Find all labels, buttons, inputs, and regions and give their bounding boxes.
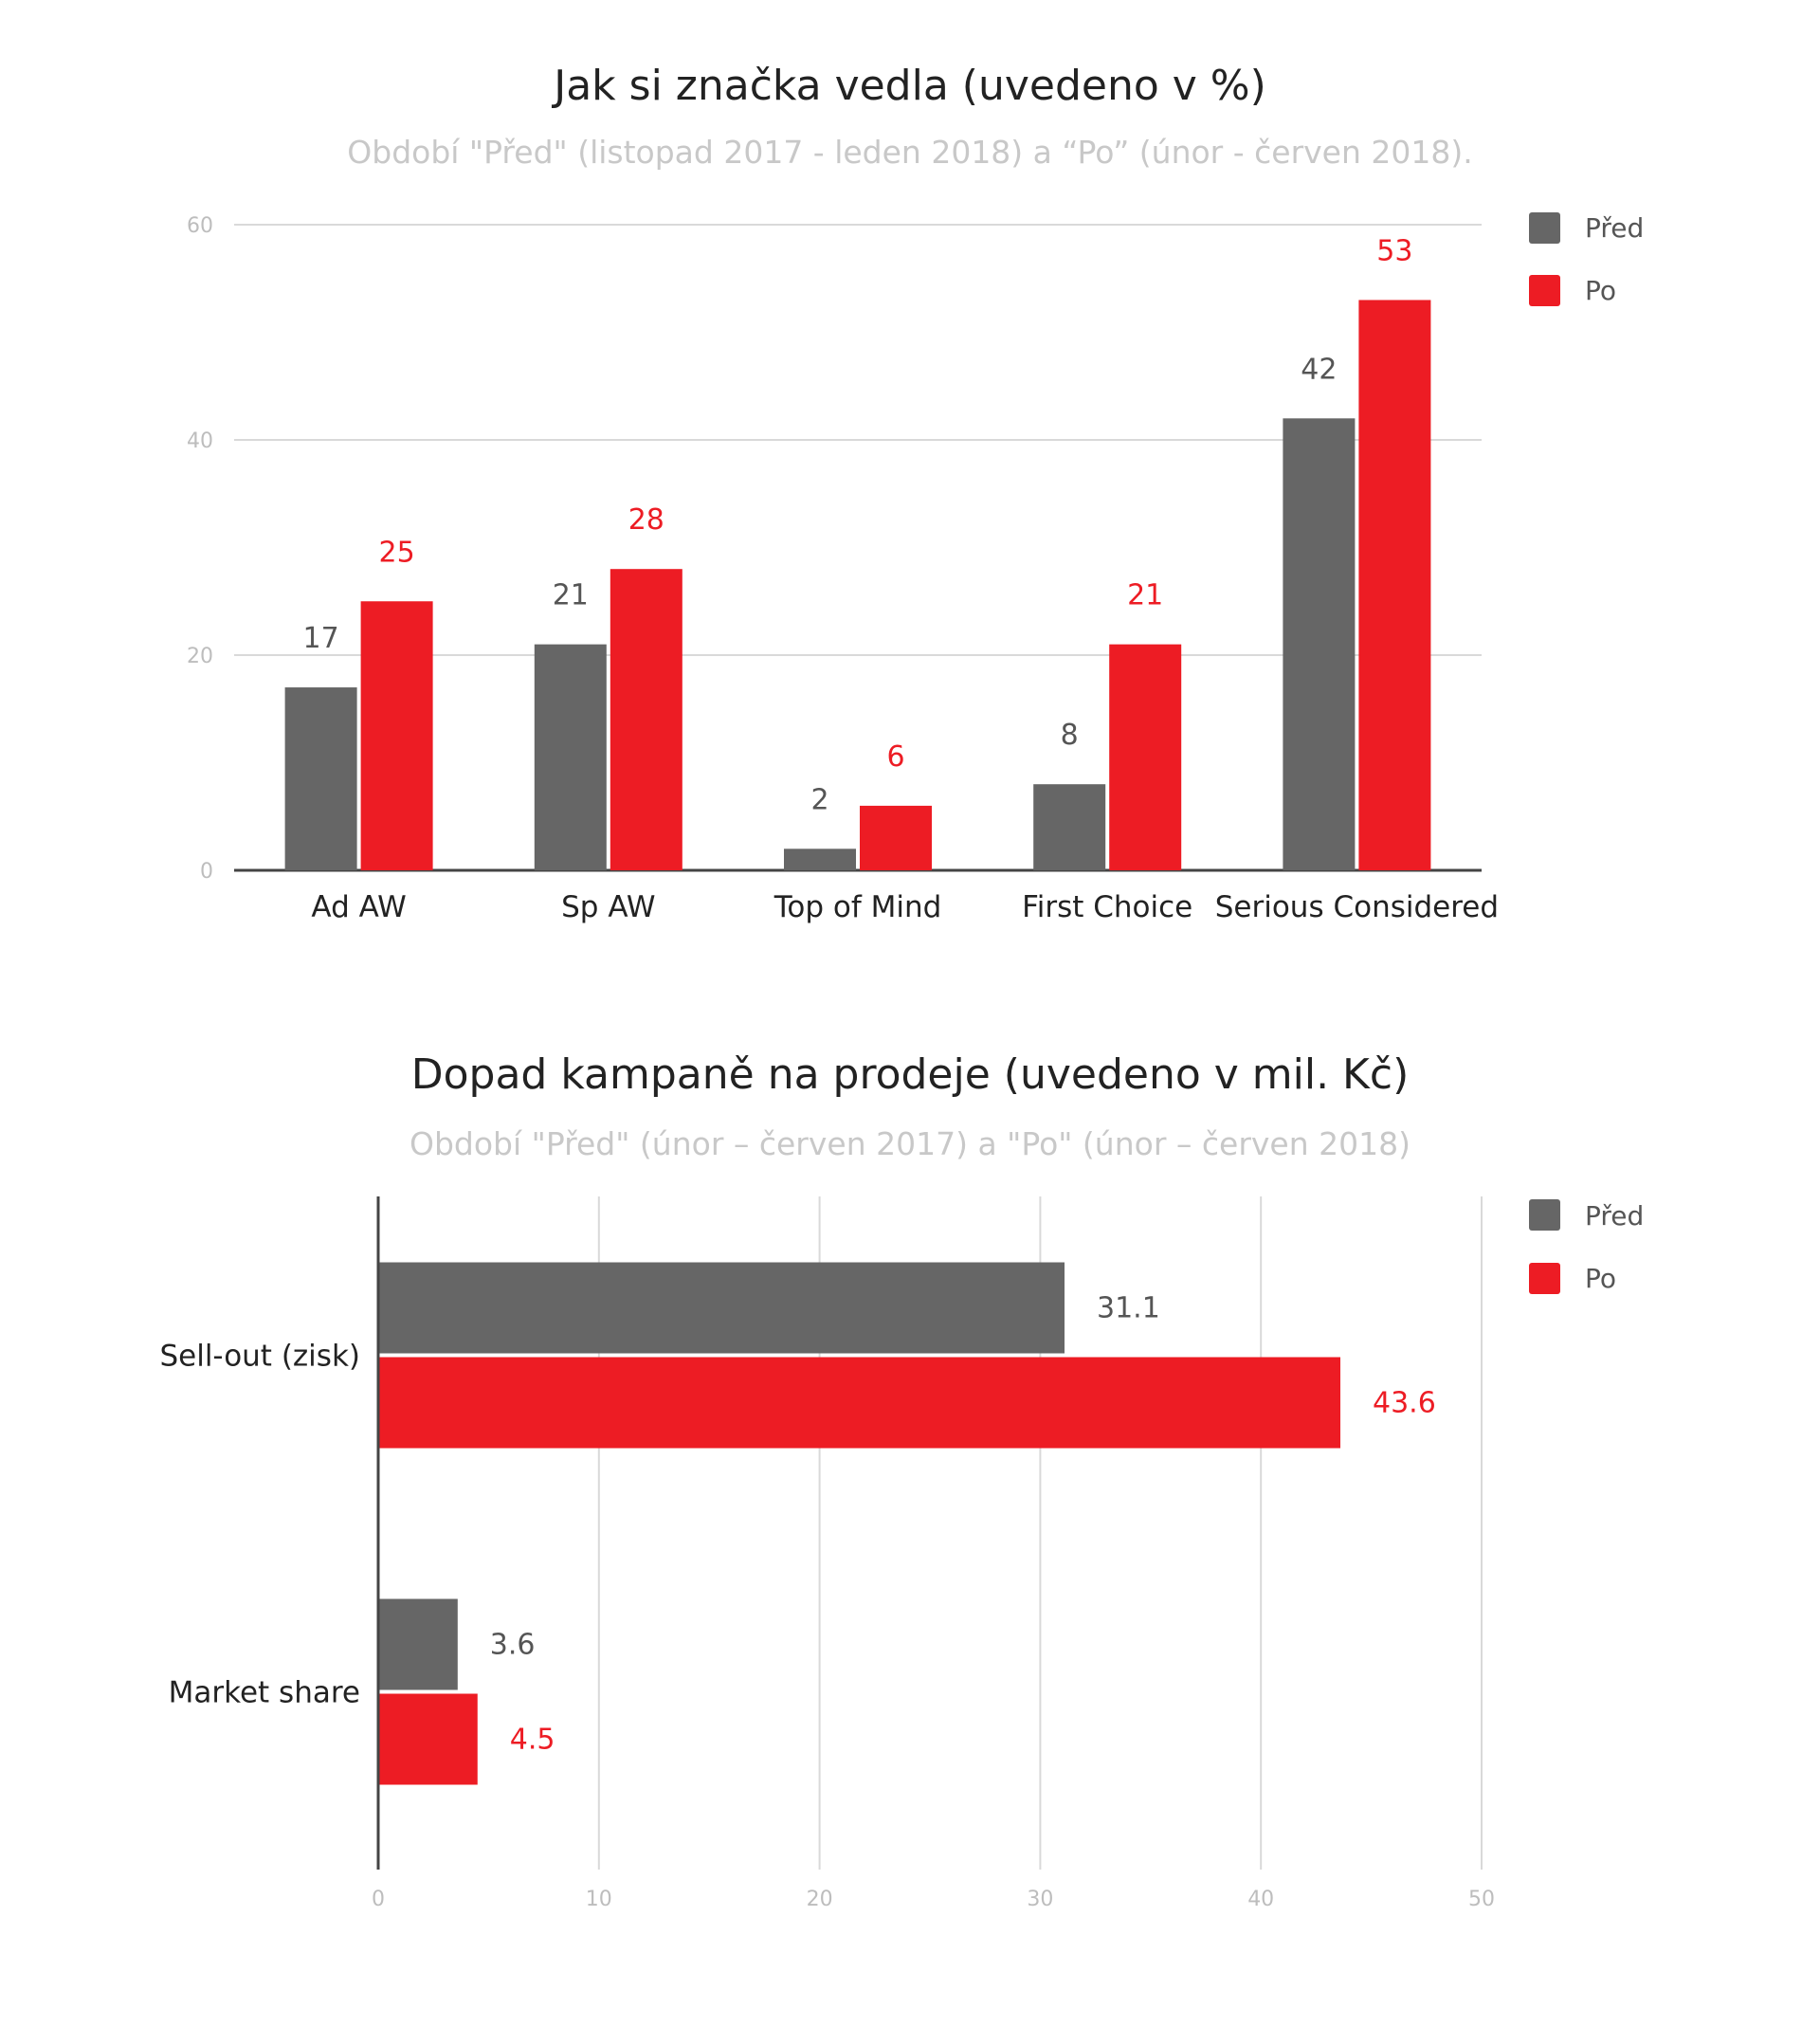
chart2-data-labels: 31.1 43.6 3.6 4.5	[490, 1292, 1436, 1757]
chart1-legend-swatch-po	[1529, 275, 1560, 306]
data-label-serious-considered-pred: 42	[1301, 353, 1337, 386]
bar-ad-aw-po	[360, 601, 433, 870]
category-label-sell-out-zisk: Sell-out (zisk)	[159, 1340, 360, 1374]
chart2-category-labels: Sell-out (zisk) Market share	[159, 1340, 360, 1710]
data-label-sell-out-zisk-po: 43.6	[1373, 1387, 1436, 1420]
chart1-legend-label-po: Po	[1585, 275, 1616, 306]
data-label-sp-aw-pred: 21	[553, 579, 589, 612]
category-label-top-of-mind: Top of Mind	[774, 890, 942, 924]
chart2-x-tick-label: 40	[1247, 1888, 1274, 1911]
data-label-market-share-pred: 3.6	[490, 1629, 536, 1662]
chart1-title: Jak si značka vedla (uvedeno v %)	[551, 62, 1266, 110]
data-label-ad-aw-po: 25	[379, 536, 415, 569]
chart2-subtitle: Období "Před" (únor – červen 2017) a "Po…	[410, 1125, 1410, 1162]
chart2-title: Dopad kampaně na prodeje (uvedeno v mil.…	[411, 1050, 1410, 1099]
chart1-legend: Před Po	[1529, 212, 1644, 306]
chart2-x-tick-label: 30	[1027, 1888, 1053, 1911]
bar-sp-aw-po	[610, 569, 682, 870]
chart2-bars	[378, 1262, 1341, 1785]
data-label-first-choice-po: 21	[1127, 579, 1163, 612]
data-label-serious-considered-po: 53	[1376, 234, 1412, 267]
chart1-y-ticks: 0 20 40 60	[187, 214, 213, 884]
data-label-sell-out-zisk-pred: 31.1	[1097, 1292, 1160, 1325]
chart2-x-tick-label: 50	[1468, 1888, 1495, 1911]
category-label-serious-considered: Serious Considered	[1215, 890, 1499, 924]
chart2-legend-swatch-po	[1529, 1263, 1560, 1294]
data-label-first-choice-pred: 8	[1061, 719, 1079, 752]
bar-sell-out-zisk-po	[378, 1357, 1341, 1449]
bar-first-choice-po	[1109, 644, 1182, 870]
data-label-top-of-mind-pred: 2	[810, 783, 828, 816]
chart1-y-tick-label: 60	[187, 214, 213, 238]
chart1-subtitle: Období "Před" (listopad 2017 - leden 201…	[347, 134, 1472, 171]
data-label-sp-aw-po: 28	[628, 503, 664, 537]
category-label-market-share: Market share	[169, 1676, 360, 1710]
chart1-y-tick-label: 0	[200, 860, 213, 884]
bar-top-of-mind-pred	[784, 849, 856, 870]
category-label-sp-aw: Sp AW	[561, 890, 655, 924]
chart2-x-tick-label: 20	[807, 1888, 833, 1911]
chart1-y-tick-label: 40	[187, 429, 213, 453]
bar-serious-considered-pred	[1283, 418, 1356, 870]
chart2-x-tick-label: 0	[372, 1888, 385, 1911]
bar-sell-out-zisk-pred	[378, 1262, 1065, 1354]
bar-market-share-pred	[378, 1598, 458, 1690]
chart1-y-tick-label: 20	[187, 645, 213, 668]
data-label-market-share-po: 4.5	[510, 1724, 555, 1757]
sales-impact-chart: Dopad kampaně na prodeje (uvedeno v mil.…	[159, 1050, 1644, 1911]
chart2-legend-label-po: Po	[1585, 1263, 1616, 1294]
chart2-legend: Před Po	[1529, 1199, 1644, 1294]
chart2-x-ticks: 0 10 20 30 40 50	[372, 1888, 1495, 1911]
category-label-ad-aw: Ad AW	[311, 890, 406, 924]
bar-sp-aw-pred	[534, 644, 607, 870]
bar-top-of-mind-po	[860, 805, 932, 870]
bar-market-share-po	[378, 1693, 478, 1785]
brand-performance-chart: Jak si značka vedla (uvedeno v %) Období…	[187, 62, 1644, 924]
chart2-legend-label-pred: Před	[1585, 1200, 1644, 1232]
category-label-first-choice: First Choice	[1022, 890, 1192, 924]
bar-serious-considered-po	[1358, 300, 1431, 870]
bar-first-choice-pred	[1033, 784, 1106, 870]
chart1-legend-label-pred: Před	[1585, 212, 1644, 244]
chart2-legend-swatch-pred	[1529, 1199, 1560, 1231]
data-label-top-of-mind-po: 6	[886, 740, 904, 774]
chart1-bars	[284, 300, 1431, 870]
bar-ad-aw-pred	[284, 687, 357, 870]
chart1-category-labels: Ad AW Sp AW Top of Mind First Choice Serious…	[311, 890, 1499, 924]
data-label-ad-aw-pred: 17	[303, 622, 339, 655]
chart1-legend-swatch-pred	[1529, 212, 1560, 244]
chart2-x-tick-label: 10	[586, 1888, 612, 1911]
chart1-gridlines	[234, 224, 1482, 872]
chart1-data-labels: 17 25 21 28 2 6 8 21 42 53	[303, 234, 1413, 816]
